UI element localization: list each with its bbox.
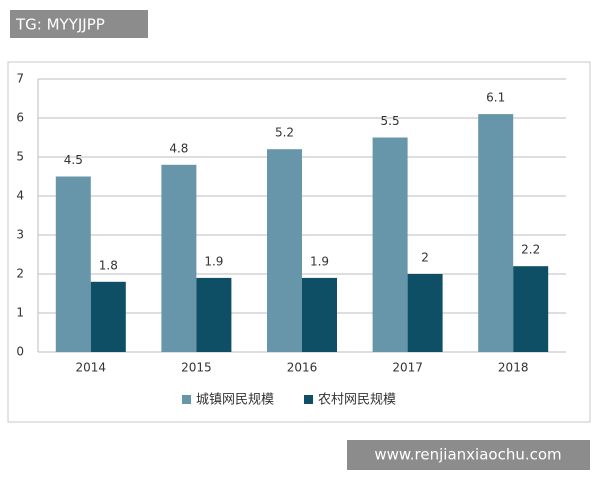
bar [267,149,302,352]
bar [161,164,197,352]
x-tick-label: 2017 [392,361,423,375]
data-label: 2.2 [521,243,540,257]
bar [372,137,408,352]
x-tick-label: 2014 [76,361,107,375]
y-tick-label: 4 [16,189,24,203]
y-tick-label: 2 [16,267,24,281]
data-label: 6.1 [486,91,505,105]
data-label: 5.5 [381,114,400,128]
data-label: 1.8 [99,258,118,272]
bar [513,266,549,352]
watermark-box [347,440,590,470]
x-tick-label: 2018 [498,361,529,375]
y-tick-label: 1 [16,306,24,320]
bar [196,277,232,352]
data-label: 1.9 [310,254,329,268]
x-tick-label: 2016 [287,361,318,375]
y-tick-label: 3 [16,228,24,242]
y-tick-label: 0 [16,345,24,359]
y-tick-label: 6 [16,111,24,125]
legend-label: 城镇网民规模 [196,393,274,408]
watermark-box [10,10,148,38]
bar [478,114,514,352]
legend-swatch [182,395,191,404]
y-tick-label: 7 [16,72,24,86]
x-tick-label: 2015 [181,361,212,375]
data-label: 4.5 [64,153,83,167]
data-label: 2 [421,251,429,265]
watermark-text: www.renjianxiaochu.com [374,446,561,464]
bar [407,274,443,352]
data-label: 1.9 [204,254,223,268]
data-label: 5.2 [275,126,294,140]
legend-swatch [304,395,314,404]
watermark-text: TG: MYYJJPP [15,16,105,34]
data-label: 4.8 [169,141,188,155]
y-tick-label: 5 [16,150,24,164]
bar [55,176,91,352]
bar [90,281,126,352]
bar [302,277,337,352]
legend-label: 农村网民规模 [318,393,396,408]
